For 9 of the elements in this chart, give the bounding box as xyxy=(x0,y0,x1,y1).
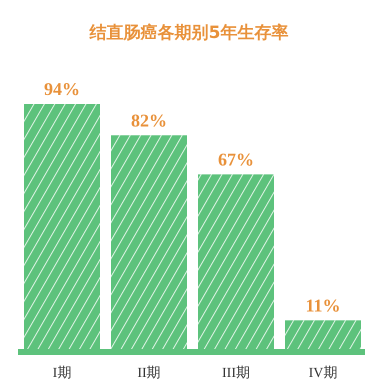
chart-title: 结直肠癌各期别5年生存率 xyxy=(88,23,288,43)
x-tick-label: IV期 xyxy=(308,365,338,381)
x-tick-label: I期 xyxy=(52,365,72,381)
data-label: 11% xyxy=(305,295,341,316)
data-label: 82% xyxy=(131,110,167,130)
data-label: 67% xyxy=(218,149,254,170)
data-label: 94% xyxy=(44,79,80,99)
x-tick-label: III期 xyxy=(222,365,250,381)
x-tick-label: II期 xyxy=(137,365,161,381)
